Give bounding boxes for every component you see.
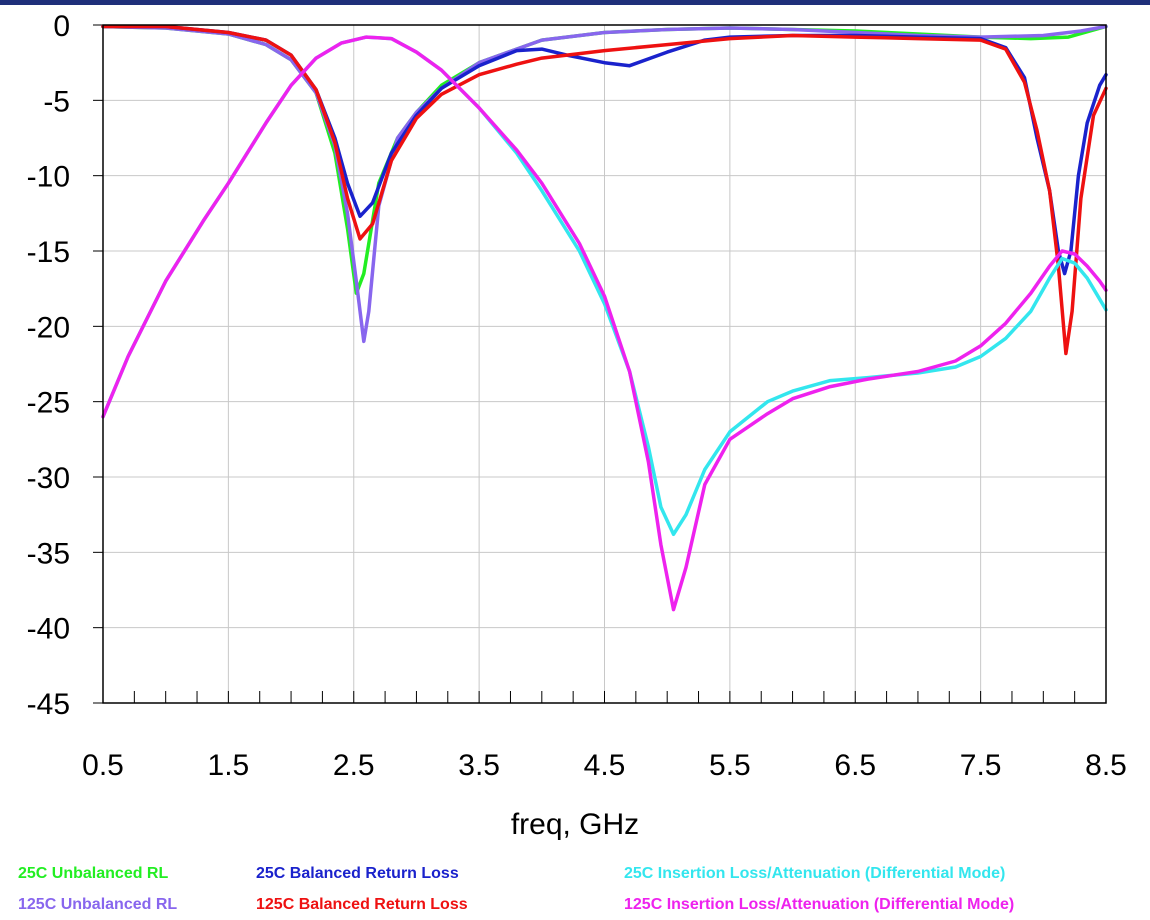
x-tick-label: 2.5 (333, 749, 375, 782)
y-tick-label: -45 (27, 688, 70, 721)
y-tick-label: -10 (27, 161, 70, 194)
x-tick-label: 7.5 (960, 749, 1002, 782)
x-tick-label: 1.5 (208, 749, 250, 782)
legend-item-125c-balanced-return-loss: 125C Balanced Return Loss (256, 896, 468, 913)
legend-item-25c-unbalanced-rl: 25C Unbalanced RL (18, 865, 169, 882)
y-tick-label: -25 (27, 387, 70, 420)
x-tick-label: 3.5 (458, 749, 500, 782)
x-tick-label: 6.5 (834, 749, 876, 782)
series-lines (101, 24, 1108, 612)
legend-item-25c-insertion-loss: 25C Insertion Loss/Attenuation (Differen… (624, 865, 1006, 882)
series-line-125c-balanced-return-loss (101, 24, 1108, 356)
x-tick-label: 8.5 (1085, 749, 1127, 782)
top-bar (0, 0, 1150, 5)
y-tick-label: -20 (27, 311, 70, 344)
y-tick-label: -15 (27, 236, 70, 269)
legend-item-125c-unbalanced-rl: 125C Unbalanced RL (18, 896, 178, 913)
axis-ticks (93, 24, 1107, 704)
legend-item-25c-balanced-return-loss: 25C Balanced Return Loss (256, 865, 459, 882)
y-tick-label: -35 (27, 537, 70, 570)
x-axis-label: freq, GHz (510, 808, 640, 841)
legend-item-125c-insertion-loss: 125C Insertion Loss/Attenuation (Differe… (624, 896, 1015, 913)
series-line-125c-unbalanced-rl (101, 24, 1108, 344)
x-tick-label: 4.5 (584, 749, 626, 782)
grid (102, 24, 1107, 704)
y-tick-label: -5 (43, 85, 70, 118)
x-tick-label: 5.5 (709, 749, 751, 782)
y-tick-label: -30 (27, 462, 70, 495)
x-tick-label: 0.5 (82, 749, 124, 782)
plot-frame (102, 24, 1107, 704)
y-tick-label: 0 (53, 10, 70, 43)
series-line-125c-insertion-loss-attenuation-differential-mode (101, 35, 1108, 612)
tick-labels: 0.5 1.5 2.5 3.5 4.5 5.5 6.5 7.5 8.5 0 -5 -10 -15 -20 -… (27, 10, 1127, 782)
y-tick-label: -40 (27, 613, 70, 646)
